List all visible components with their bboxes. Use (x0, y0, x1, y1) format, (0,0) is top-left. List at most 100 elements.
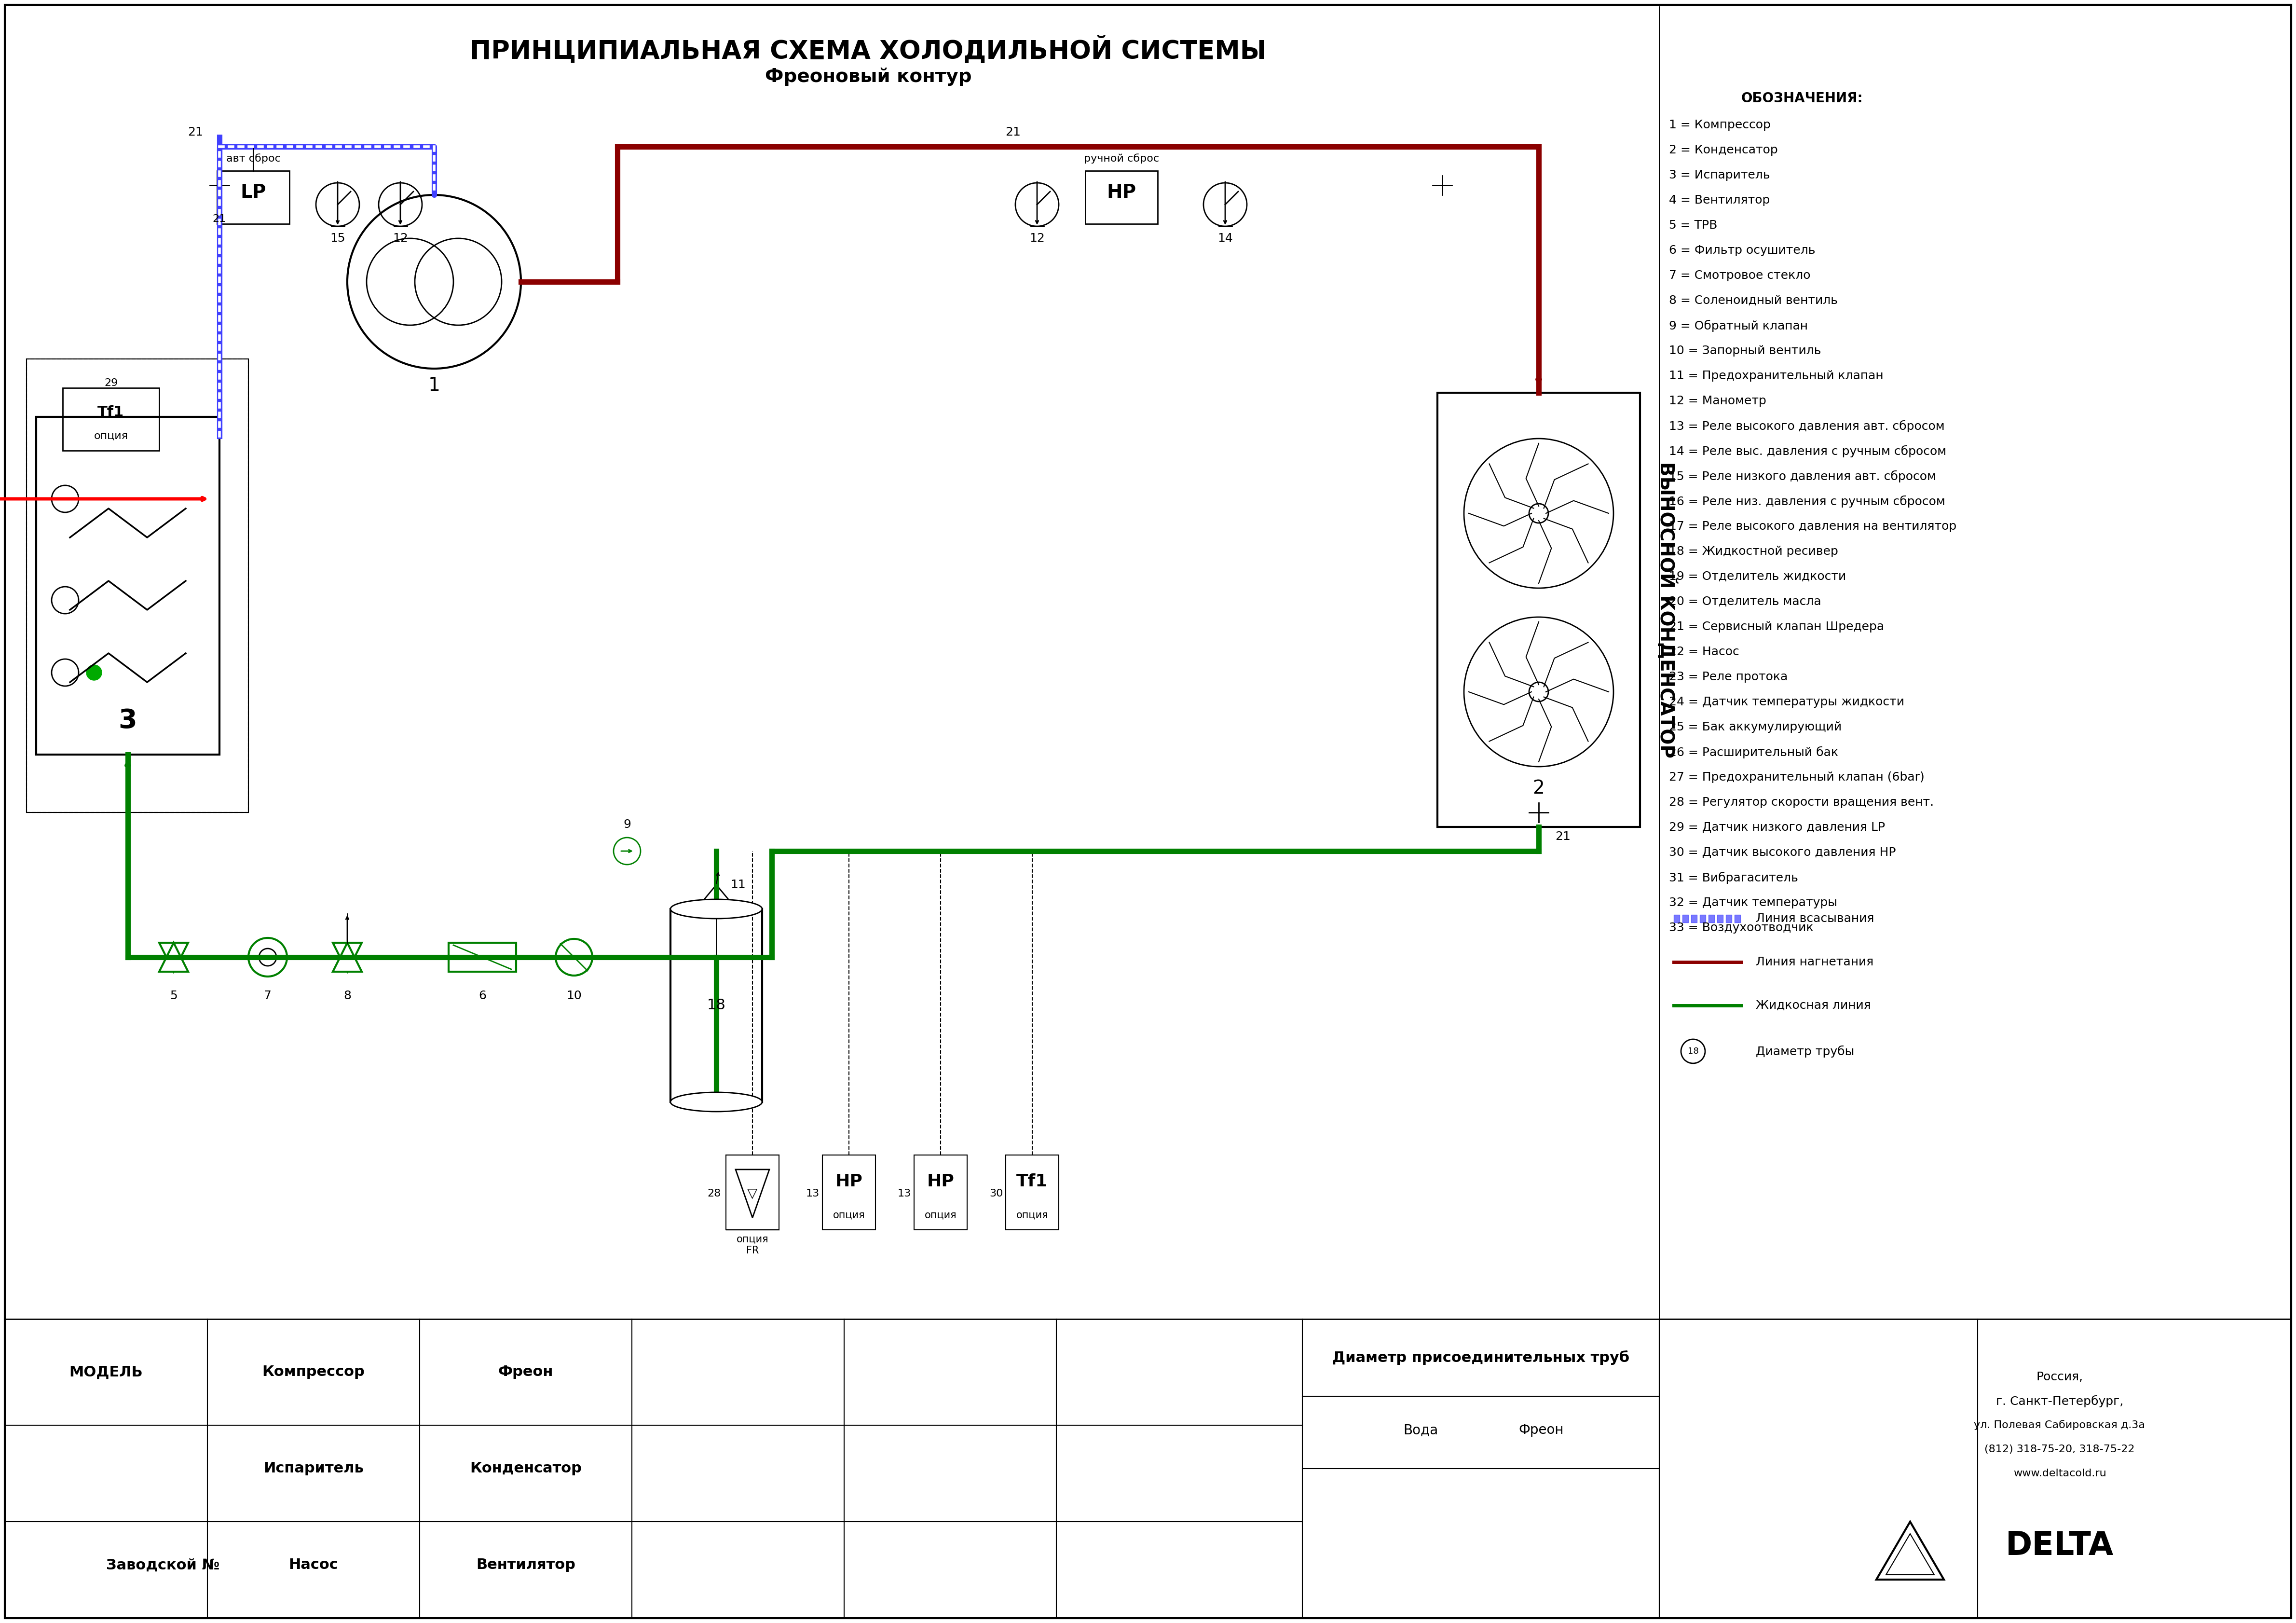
Text: 8 = Соленоидный вентиль: 8 = Соленоидный вентиль (1669, 295, 1837, 307)
Text: ▽: ▽ (746, 1186, 758, 1201)
Text: 21 = Сервисный клапан Шредера: 21 = Сервисный клапан Шредера (1669, 622, 1885, 633)
Text: 9 = Обратный клапан: 9 = Обратный клапан (1669, 320, 1807, 331)
Text: 6 = Фильтр осушитель: 6 = Фильтр осушитель (1669, 245, 1816, 256)
Text: 30: 30 (990, 1188, 1003, 1198)
Text: Диаметр трубы: Диаметр трубы (1756, 1045, 1855, 1057)
Text: 2: 2 (1534, 779, 1545, 797)
Bar (822, 1156, 875, 1230)
Text: 22 = Насос: 22 = Насос (1669, 646, 1740, 657)
Text: 18 = Жидкостной ресивер: 18 = Жидкостной ресивер (1669, 545, 1839, 557)
Text: опция: опция (737, 1235, 769, 1245)
Text: 9: 9 (622, 818, 631, 831)
Text: 11 = Предохранительный клапан: 11 = Предохранительный клапан (1669, 370, 1883, 381)
Bar (5, 1319, 2291, 1618)
Text: МОДЕЛЬ: МОДЕЛЬ (69, 1365, 142, 1380)
Text: Фреоновый контур: Фреоновый контур (765, 68, 971, 86)
Text: Испаритель: Испаритель (264, 1462, 363, 1475)
Text: 12 = Манометр: 12 = Манометр (1669, 394, 1766, 407)
Text: 1 = Компрессор: 1 = Компрессор (1669, 118, 1770, 131)
Bar (1437, 393, 1639, 828)
Text: опция: опция (833, 1211, 866, 1220)
Text: 18: 18 (707, 998, 726, 1013)
Text: LP: LP (241, 183, 266, 201)
Text: 3: 3 (119, 708, 138, 734)
Text: опция: опция (925, 1211, 957, 1220)
Text: Фреон: Фреон (498, 1365, 553, 1380)
Circle shape (1529, 682, 1548, 701)
Bar (62, 388, 158, 451)
Circle shape (87, 665, 101, 680)
Text: 21: 21 (214, 214, 227, 224)
Text: Диаметр присоединительных труб: Диаметр присоединительных труб (1332, 1350, 1630, 1365)
Text: г. Санкт-Петербург,: г. Санкт-Петербург, (1995, 1396, 2124, 1407)
Text: 3 = Испаритель: 3 = Испаритель (1669, 169, 1770, 180)
Bar (914, 1156, 967, 1230)
Ellipse shape (670, 1092, 762, 1112)
Text: HP: HP (836, 1173, 863, 1190)
Text: 31 = Вибрагаситель: 31 = Вибрагаситель (1669, 872, 1798, 883)
Polygon shape (333, 943, 363, 972)
Text: HP: HP (928, 1173, 955, 1190)
Text: Россия,: Россия, (2037, 1371, 2082, 1383)
Bar (1086, 170, 1157, 224)
Text: HP: HP (1107, 183, 1137, 201)
Text: 8: 8 (344, 990, 351, 1001)
Text: Фреон: Фреон (1518, 1423, 1564, 1436)
Text: Компрессор: Компрессор (262, 1365, 365, 1380)
Text: 13 = Реле высокого давления авт. сбросом: 13 = Реле высокого давления авт. сбросом (1669, 420, 1945, 432)
Text: ручной сброс: ручной сброс (1084, 154, 1159, 164)
Text: 24 = Датчик температуры жидкости: 24 = Датчик температуры жидкости (1669, 696, 1903, 708)
Text: авт сброс: авт сброс (225, 154, 280, 164)
Text: 30 = Датчик высокого давления HP: 30 = Датчик высокого давления HP (1669, 847, 1896, 859)
Text: 14 = Реле выс. давления с ручным сбросом: 14 = Реле выс. давления с ручным сбросом (1669, 445, 1947, 458)
Text: 21: 21 (1554, 831, 1570, 842)
Text: 1: 1 (427, 377, 441, 394)
Text: 29 = Датчик низкого давления LP: 29 = Датчик низкого давления LP (1669, 821, 1885, 833)
Text: опция: опция (1017, 1211, 1049, 1220)
Text: 14: 14 (1217, 232, 1233, 243)
Text: 5 = ТРВ: 5 = ТРВ (1669, 219, 1717, 230)
Text: DELTA: DELTA (2004, 1530, 2115, 1561)
Bar (448, 943, 517, 972)
Text: Вентилятор: Вентилятор (475, 1558, 576, 1573)
Text: ПРИНЦИПИАЛЬНАЯ СХЕМА ХОЛОДИЛЬНОЙ СИСТЕМЫ: ПРИНЦИПИАЛЬНАЯ СХЕМА ХОЛОДИЛЬНОЙ СИСТЕМЫ (471, 36, 1267, 65)
Text: 16 = Реле низ. давления с ручным сбросом: 16 = Реле низ. давления с ручным сбросом (1669, 495, 1945, 508)
Text: 10 = Запорный вентиль: 10 = Запорный вентиль (1669, 346, 1821, 357)
Text: www.deltacold.ru: www.deltacold.ru (2014, 1469, 2105, 1479)
Text: 29: 29 (103, 378, 117, 388)
Text: 4 = Вентилятор: 4 = Вентилятор (1669, 195, 1770, 206)
Text: ОБОЗНАЧЕНИЯ:: ОБОЗНАЧЕНИЯ: (1740, 91, 1862, 105)
Bar (726, 1156, 778, 1230)
Text: 28: 28 (707, 1188, 721, 1198)
Text: 21: 21 (1006, 127, 1022, 138)
Text: 19 = Отделитель жидкости: 19 = Отделитель жидкости (1669, 571, 1846, 583)
Text: (812) 318-75-20, 318-75-22: (812) 318-75-20, 318-75-22 (1984, 1444, 2135, 1454)
Text: 12: 12 (1029, 232, 1045, 243)
Text: Tf1: Tf1 (1017, 1173, 1047, 1190)
Text: 28 = Регулятор скорости вращения вент.: 28 = Регулятор скорости вращения вент. (1669, 797, 1933, 808)
Text: 15: 15 (331, 232, 344, 243)
Text: 15 = Реле низкого давления авт. сбросом: 15 = Реле низкого давления авт. сбросом (1669, 471, 1936, 482)
Text: 10: 10 (567, 990, 581, 1001)
Text: 20 = Отделитель масла: 20 = Отделитель масла (1669, 596, 1821, 607)
Bar (37, 417, 220, 755)
Text: Линия всасывания: Линия всасывания (1756, 912, 1874, 925)
Circle shape (1529, 503, 1548, 523)
Text: Конденсатор: Конденсатор (471, 1462, 581, 1475)
Text: 2 = Конденсатор: 2 = Конденсатор (1669, 144, 1777, 156)
Bar (1660, 1319, 2291, 1618)
Ellipse shape (670, 899, 762, 919)
Text: 5: 5 (170, 990, 177, 1001)
Bar (218, 170, 289, 224)
Text: 6: 6 (478, 990, 487, 1001)
Text: 27 = Предохранительный клапан (6bar): 27 = Предохранительный клапан (6bar) (1669, 771, 1924, 782)
Text: ул. Полевая Сабировская д.3а: ул. Полевая Сабировская д.3а (1975, 1420, 2144, 1430)
Text: опция: опция (94, 432, 129, 441)
Text: 26 = Расширительный бак: 26 = Расширительный бак (1669, 747, 1839, 758)
Text: Насос: Насос (289, 1558, 338, 1573)
Text: 32 = Датчик температуры: 32 = Датчик температуры (1669, 898, 1837, 909)
Text: Линия нагнетания: Линия нагнетания (1756, 956, 1874, 967)
Text: FR: FR (746, 1246, 760, 1255)
Text: Tf1: Tf1 (99, 406, 124, 419)
Text: 13: 13 (806, 1188, 820, 1198)
